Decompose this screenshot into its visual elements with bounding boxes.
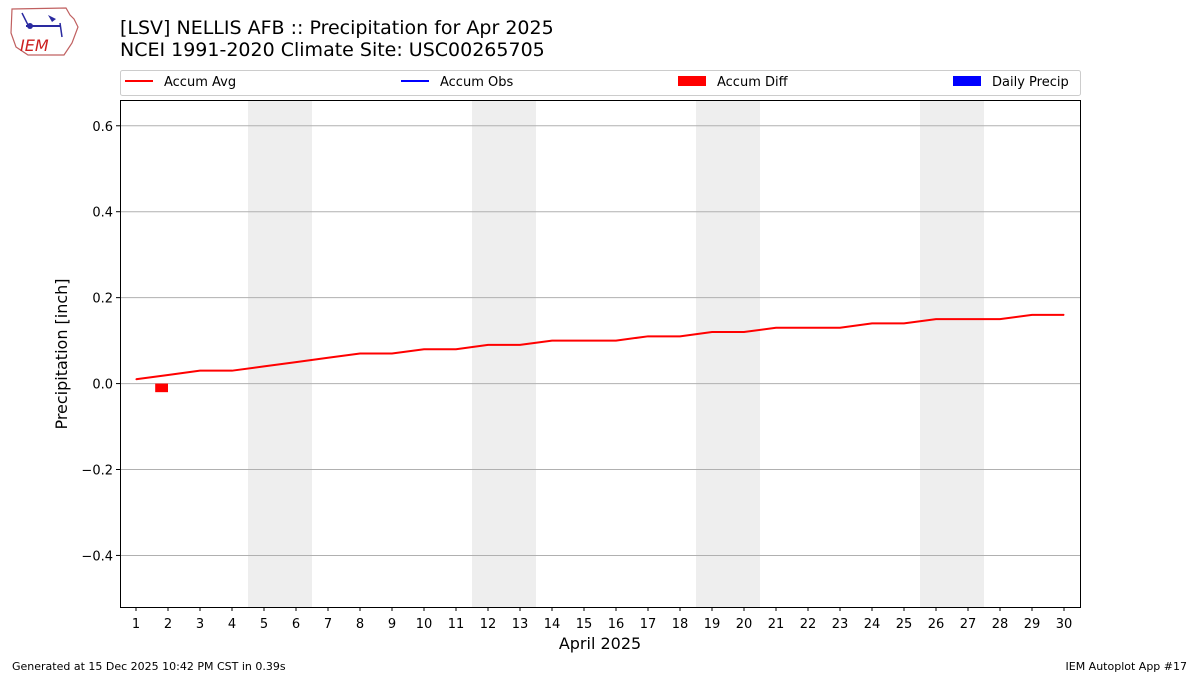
accum-diff-bar: [155, 383, 168, 393]
logo-text: IEM: [20, 36, 49, 55]
legend-label: Daily Precip: [992, 75, 1069, 90]
x-tick-label: 25: [896, 617, 913, 632]
legend: Accum Avg Accum Obs Accum Diff Daily Precip: [120, 70, 1081, 96]
chart-subtitle: NCEI 1991-2020 Climate Site: USC00265705: [120, 39, 545, 61]
y-tick-label: 0.6: [92, 120, 113, 135]
accum-avg-point: [839, 327, 841, 329]
x-tick-label: 28: [992, 617, 1009, 632]
chart-title: [LSV] NELLIS AFB :: Precipitation for Ap…: [120, 17, 554, 39]
y-axis-label: Precipitation [inch]: [52, 278, 71, 429]
accum-avg-point: [327, 357, 329, 359]
x-tick-label: 1: [132, 617, 140, 632]
legend-box: [120, 70, 1081, 96]
accum-avg-point: [359, 352, 361, 355]
legend-swatch-bar: [678, 76, 706, 86]
series-layer: [135, 313, 1065, 393]
app-label: IEM Autoplot App #17: [1065, 660, 1188, 673]
accum-avg-point: [711, 331, 713, 333]
legend-swatch-bar: [953, 76, 981, 86]
y-axis: −0.4 −0.2 0.0 0.2 0.4 0.6: [81, 120, 120, 564]
x-axis: 1 2 3 4 5 6 7 8 9 10 11 12 13 14 15 16 17 18 19 20 21 22 23 24 2…: [132, 607, 1072, 632]
x-axis-label: April 2025: [559, 634, 641, 653]
x-tick-label: 19: [704, 617, 721, 632]
x-tick-label: 9: [388, 617, 396, 632]
accum-avg-point: [423, 348, 425, 350]
generated-timestamp: Generated at 15 Dec 2025 10:42 PM CST in…: [12, 660, 286, 673]
x-tick-label: 29: [1024, 617, 1041, 632]
x-tick-label: 24: [864, 617, 881, 632]
x-tick-label: 17: [640, 617, 657, 632]
y-tick-label: 0.0: [92, 378, 113, 393]
accum-avg-point: [135, 378, 137, 380]
accum-avg-point: [583, 340, 585, 342]
legend-label: Accum Obs: [440, 75, 513, 90]
x-tick-label: 10: [416, 617, 433, 632]
accum-avg-point: [807, 327, 809, 329]
accum-avg-point: [519, 344, 521, 346]
x-tick-label: 3: [196, 617, 204, 632]
gridlines: [120, 125, 1080, 556]
legend-label: Accum Avg: [164, 75, 236, 90]
x-tick-label: 11: [448, 617, 465, 632]
weekend-shading: [248, 100, 984, 607]
x-tick-label: 8: [356, 617, 364, 632]
x-tick-label: 5: [260, 617, 268, 632]
x-tick-label: 6: [292, 617, 300, 632]
weekend-band: [696, 100, 760, 607]
accum-avg-point: [647, 335, 649, 337]
accum-avg-point: [1031, 314, 1033, 316]
accum-avg-point: [551, 340, 553, 342]
accum-avg-point: [167, 374, 169, 376]
accum-avg-point: [871, 322, 873, 325]
x-tick-label: 26: [928, 617, 945, 632]
x-tick-label: 13: [512, 617, 529, 632]
weekend-band: [920, 100, 984, 607]
accum-avg-line: [135, 313, 1064, 381]
x-tick-label: 15: [576, 617, 593, 632]
accum-avg-point: [935, 318, 937, 320]
accum-avg-point: [775, 327, 777, 329]
y-tick-label: 0.2: [92, 292, 113, 307]
x-tick-label: 12: [480, 617, 497, 632]
accum-avg-point: [295, 361, 297, 363]
y-tick-label: −0.2: [81, 464, 113, 479]
accum-avg-point: [999, 318, 1001, 320]
x-tick-label: 16: [608, 617, 625, 632]
x-tick-label: 22: [800, 617, 817, 632]
accum-avg-point: [903, 322, 905, 325]
x-tick-label: 14: [544, 617, 561, 632]
x-tick-label: 21: [768, 617, 785, 632]
accum-avg-point: [967, 318, 969, 320]
accum-avg-point: [391, 352, 393, 355]
weekend-band: [472, 100, 536, 607]
x-tick-label: 23: [832, 617, 849, 632]
legend-label: Accum Diff: [717, 75, 789, 90]
x-tick-label: 27: [960, 617, 977, 632]
y-tick-label: 0.4: [92, 206, 113, 221]
x-tick-label: 30: [1056, 617, 1073, 632]
accum-avg-point: [679, 335, 681, 337]
iem-logo: IEM: [10, 7, 79, 56]
accum-avg-point: [199, 370, 201, 372]
plot-frame: [120, 100, 1081, 608]
accum-avg-point: [231, 370, 233, 372]
x-tick-label: 2: [164, 617, 172, 632]
x-tick-label: 7: [324, 617, 332, 632]
accum-avg-point: [263, 365, 265, 367]
accum-avg-point: [487, 344, 489, 346]
accum-avg-point: [455, 348, 457, 350]
x-tick-label: 20: [736, 617, 753, 632]
x-tick-label: 4: [228, 617, 236, 632]
accum-avg-point: [615, 340, 617, 342]
weekend-band: [248, 100, 312, 607]
y-tick-label: −0.4: [81, 549, 113, 564]
x-tick-label: 18: [672, 617, 689, 632]
accum-avg-point: [1063, 314, 1065, 316]
accum-avg-point: [743, 331, 745, 333]
